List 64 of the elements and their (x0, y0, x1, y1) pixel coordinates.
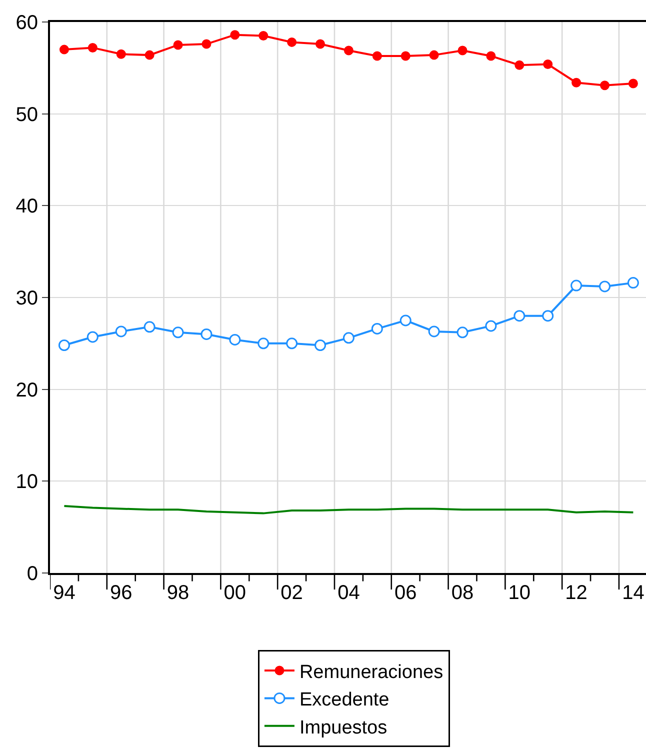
legend-label: Impuestos (299, 717, 388, 738)
point (88, 42, 98, 52)
point (58, 340, 70, 351)
y-tick-label: 40 (16, 196, 38, 218)
point (200, 328, 212, 340)
point (628, 78, 638, 88)
point (570, 280, 582, 292)
line-series (63, 504, 634, 514)
x-tick-label: 00 (224, 582, 246, 604)
point (316, 39, 326, 49)
point (314, 340, 326, 351)
y-tick-label: 0 (26, 563, 38, 585)
x-tick-label: 06 (394, 582, 417, 604)
point (202, 39, 212, 49)
point (258, 338, 270, 350)
point (514, 60, 524, 70)
y-tick-label: 50 (16, 104, 38, 126)
point (258, 31, 268, 41)
y-tick-label: 20 (16, 379, 38, 402)
point (116, 49, 126, 59)
point (486, 51, 496, 61)
point (485, 320, 497, 332)
point (514, 310, 526, 322)
x-tick-label: 14 (622, 582, 644, 604)
point (286, 338, 298, 350)
point (344, 46, 354, 56)
point (428, 326, 440, 338)
point (230, 30, 240, 40)
y-tick-label: 30 (16, 288, 38, 310)
point (86, 331, 98, 343)
point (627, 277, 639, 289)
point (572, 78, 582, 88)
point (543, 59, 553, 69)
point (287, 37, 297, 47)
point (542, 310, 554, 322)
point (400, 314, 412, 326)
x-tick-label: 94 (53, 582, 76, 604)
point (429, 50, 439, 60)
point (400, 51, 410, 61)
y-tick-label: 60 (16, 12, 38, 34)
point (59, 44, 69, 54)
point (458, 46, 468, 56)
point (456, 326, 468, 338)
x-tick-label: 10 (508, 582, 531, 604)
x-tick-label: 12 (565, 582, 588, 604)
point (342, 332, 354, 344)
x-tick-label: 02 (280, 582, 303, 604)
x-tick-label: 98 (166, 582, 190, 604)
legend-label: Remuneraciones (299, 662, 444, 683)
point (173, 40, 183, 50)
point (599, 280, 610, 292)
point (144, 50, 154, 60)
x-tick-label: 08 (451, 582, 474, 604)
point (172, 326, 184, 338)
y-tick-label: 10 (16, 471, 38, 494)
legend-label: Excedente (299, 690, 390, 711)
point (229, 334, 241, 346)
point (115, 326, 127, 338)
point (600, 80, 610, 90)
point (372, 51, 382, 61)
point (371, 322, 383, 334)
x-tick-label: 04 (338, 582, 360, 604)
point (144, 321, 156, 333)
x-tick-label: 96 (110, 582, 132, 604)
